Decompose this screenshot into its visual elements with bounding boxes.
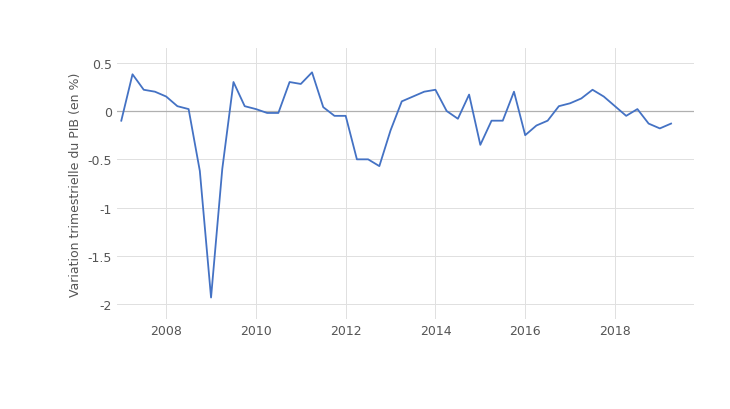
Y-axis label: Variation trimestrielle du PIB (en %): Variation trimestrielle du PIB (en %): [69, 72, 82, 296]
